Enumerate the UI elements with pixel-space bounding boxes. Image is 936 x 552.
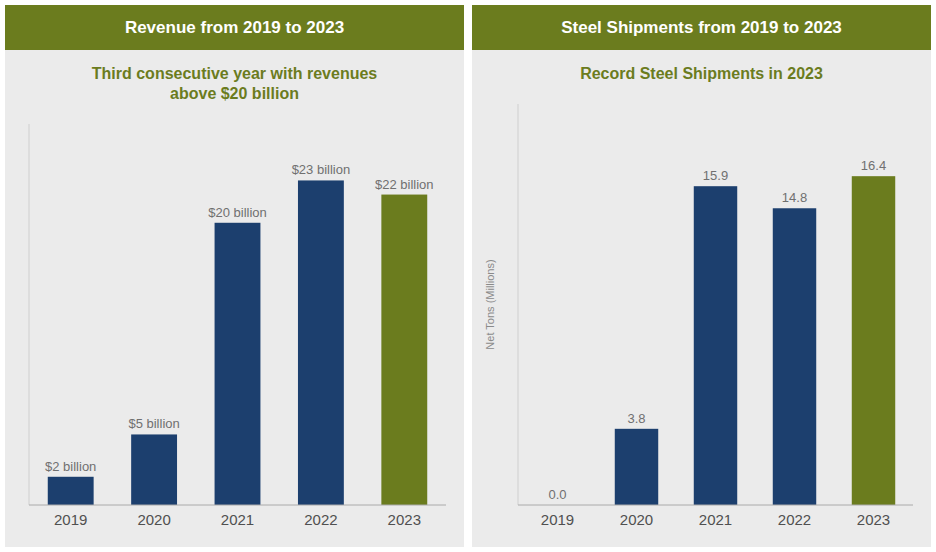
- chart-title: Steel Shipments from 2019 to 2023: [561, 18, 842, 37]
- x-tick-label: 2023: [857, 511, 890, 528]
- bar: [852, 176, 895, 505]
- chart-title: Revenue from 2019 to 2023: [125, 18, 344, 37]
- bars: [48, 180, 427, 505]
- chart-panel: Steel Shipments from 2019 to 2023 Record …: [472, 5, 931, 547]
- data-label: 14.8: [782, 190, 807, 205]
- data-label: $23 billion: [292, 162, 351, 177]
- x-tick-label: 2022: [304, 511, 337, 528]
- x-tick-label: 2022: [778, 511, 811, 528]
- bars: [615, 176, 895, 505]
- data-label: $5 billion: [128, 416, 179, 431]
- subtitle-line: Third consecutive year with revenues: [92, 65, 378, 82]
- data-label: 3.8: [627, 411, 645, 426]
- header-background: [5, 5, 464, 50]
- header-background: [472, 5, 931, 50]
- panel-background: [472, 5, 931, 547]
- data-label: $2 billion: [45, 459, 96, 474]
- x-tick-label: 2021: [699, 511, 732, 528]
- x-tick-label: 2023: [388, 511, 421, 528]
- x-axis-line: [29, 505, 446, 506]
- data-label: $20 billion: [208, 205, 267, 220]
- subtitle-line: Record Steel Shipments in 2023: [580, 65, 823, 82]
- bar: [615, 429, 658, 505]
- data-label: 16.4: [861, 158, 886, 173]
- bar: [48, 477, 94, 505]
- bar: [381, 195, 427, 505]
- x-tick-label: 2020: [137, 511, 170, 528]
- bar: [131, 434, 177, 505]
- panel-background: [5, 5, 464, 547]
- data-label: 0.0: [548, 487, 566, 502]
- data-label: $22 billion: [375, 177, 434, 192]
- y-axis-label: Net Tons (Millions): [484, 259, 496, 349]
- bar: [298, 180, 344, 505]
- bar: [694, 186, 737, 505]
- x-tick-label: 2020: [620, 511, 653, 528]
- bar: [773, 208, 816, 505]
- y-axis-line: [29, 124, 30, 505]
- x-tick-label: 2019: [54, 511, 87, 528]
- chart-subtitle: Record Steel Shipments in 2023: [580, 65, 823, 82]
- y-axis-line: [518, 104, 519, 505]
- chart-panel: Revenue from 2019 to 2023 Third consecuti…: [5, 5, 464, 547]
- x-tick-label: 2021: [221, 511, 254, 528]
- x-axis-line: [518, 505, 913, 506]
- chart-canvas: Revenue from 2019 to 2023 Third consecuti…: [0, 0, 936, 552]
- bar: [215, 223, 261, 505]
- chart-subtitle: Third consecutive year with revenues abov…: [92, 65, 378, 102]
- subtitle-line: above $20 billion: [170, 85, 299, 102]
- x-tick-label: 2019: [541, 511, 574, 528]
- data-label: 15.9: [703, 168, 728, 183]
